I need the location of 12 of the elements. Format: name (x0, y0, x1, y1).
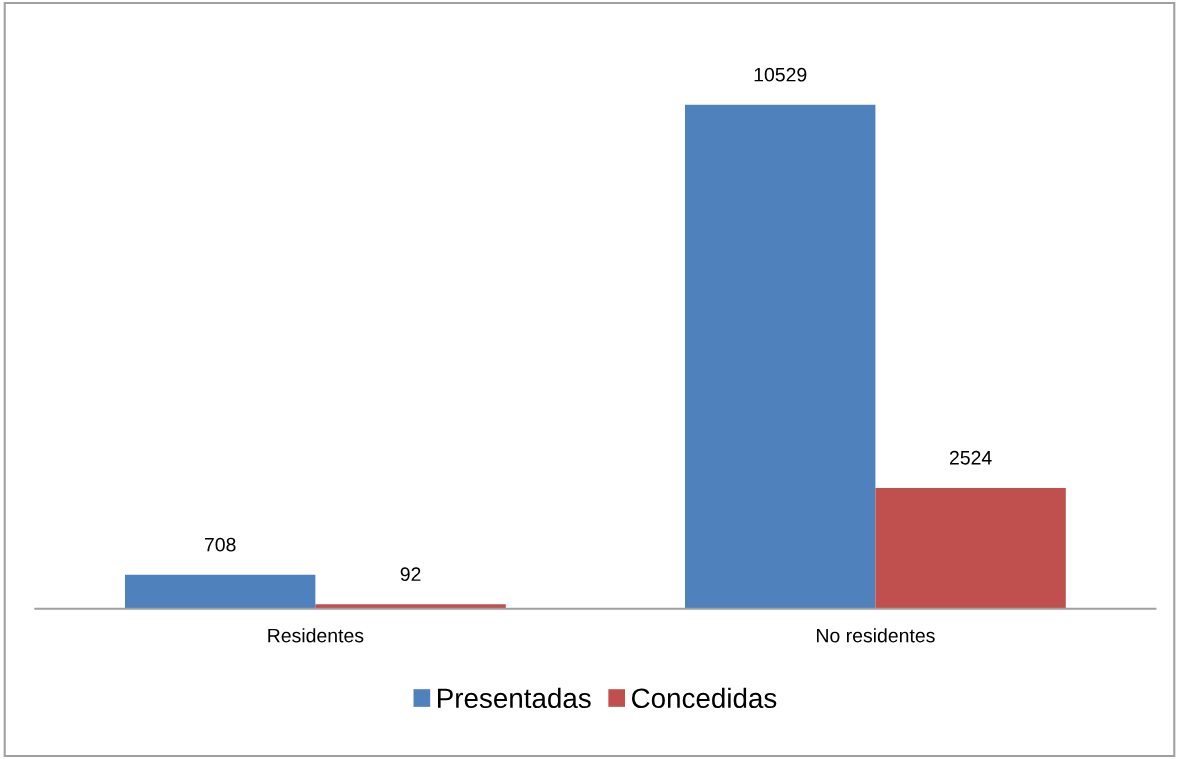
data-label: 2524 (949, 450, 992, 465)
data-label: 10529 (754, 67, 807, 82)
data-label: 92 (400, 567, 421, 582)
x-tick-label: No residentes (817, 628, 935, 643)
bar (124, 574, 316, 609)
legend-label: Concedidas (631, 687, 777, 709)
bar (315, 604, 506, 609)
data-label: 708 (204, 537, 236, 552)
bar (685, 104, 876, 609)
bar (875, 487, 1066, 609)
legend-label: Presentadas (438, 687, 591, 709)
x-tick-label: Residentes (268, 628, 364, 643)
